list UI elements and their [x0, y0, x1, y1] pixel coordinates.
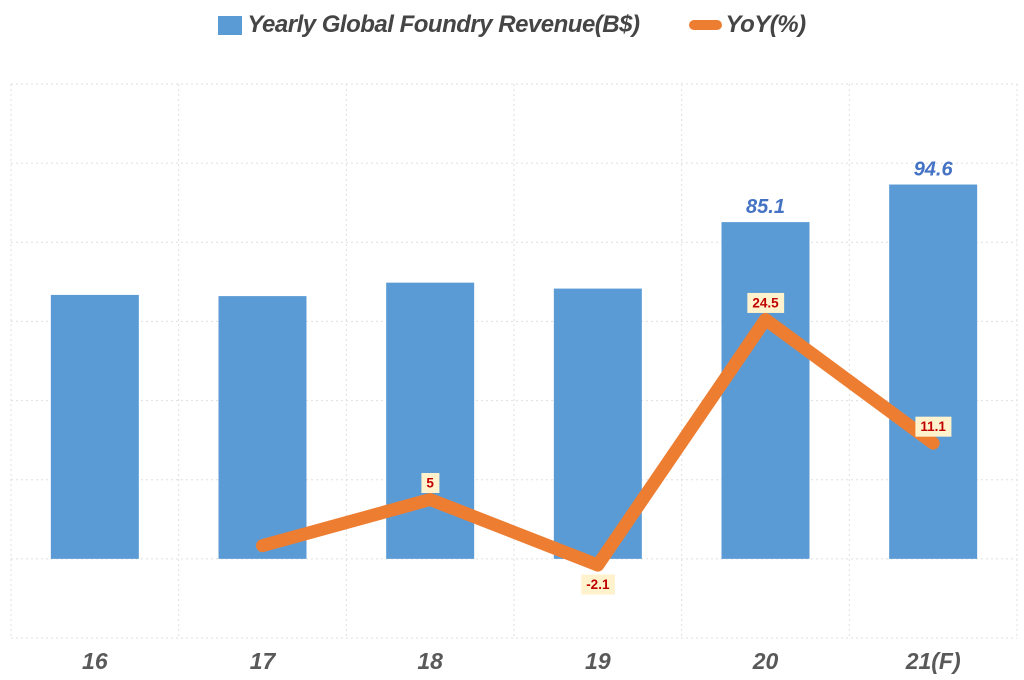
yoy-label-background: [421, 473, 440, 493]
x-axis-label-17: 17: [250, 648, 277, 674]
yoy-point-label-19: -2.1: [581, 574, 615, 595]
yoy-label-background: [747, 292, 785, 313]
x-axis-label-18: 18: [417, 648, 443, 674]
revenue-bar-16: [50, 294, 139, 559]
bar-series-swatch-icon: [218, 15, 243, 35]
x-axis-label-21(F): 21(F): [905, 648, 961, 674]
revenue-bar-21(F): [889, 184, 978, 559]
yoy-label-background: [581, 574, 615, 595]
line-series-swatch-icon: [689, 20, 723, 30]
yoy-point-label-20: 24.5: [747, 292, 785, 313]
legend-item-revenue: Yearly Global Foundry Revenue(B$): [218, 11, 640, 39]
legend-label-yoy: YoY(%): [725, 11, 806, 38]
chart-legend: Yearly Global Foundry Revenue(B$) YoY(%): [0, 11, 1024, 39]
yoy-point-label-18: 5: [421, 473, 440, 493]
bar-value-label-21(F): 94.6: [914, 159, 954, 181]
x-axis-label-19: 19: [585, 648, 611, 674]
yoy-label-text: 11.1: [920, 419, 946, 434]
yoy-label-background: [915, 416, 952, 437]
revenue-bar-20: [721, 222, 810, 559]
revenue-bar-17: [218, 296, 307, 559]
legend-label-revenue: Yearly Global Foundry Revenue(B$): [247, 11, 640, 38]
yoy-label-text: 5: [426, 476, 434, 491]
bar-value-label-20: 85.1: [746, 196, 785, 218]
yoy-point-label-21(F): 11.1: [915, 416, 952, 437]
yoy-label-text: 24.5: [752, 295, 779, 310]
legend-item-yoy: YoY(%): [689, 11, 806, 39]
x-axis-label-20: 20: [752, 648, 779, 674]
yoy-label-text: -2.1: [586, 577, 610, 592]
x-axis-label-16: 16: [82, 648, 108, 674]
yoy-line: [256, 312, 940, 572]
